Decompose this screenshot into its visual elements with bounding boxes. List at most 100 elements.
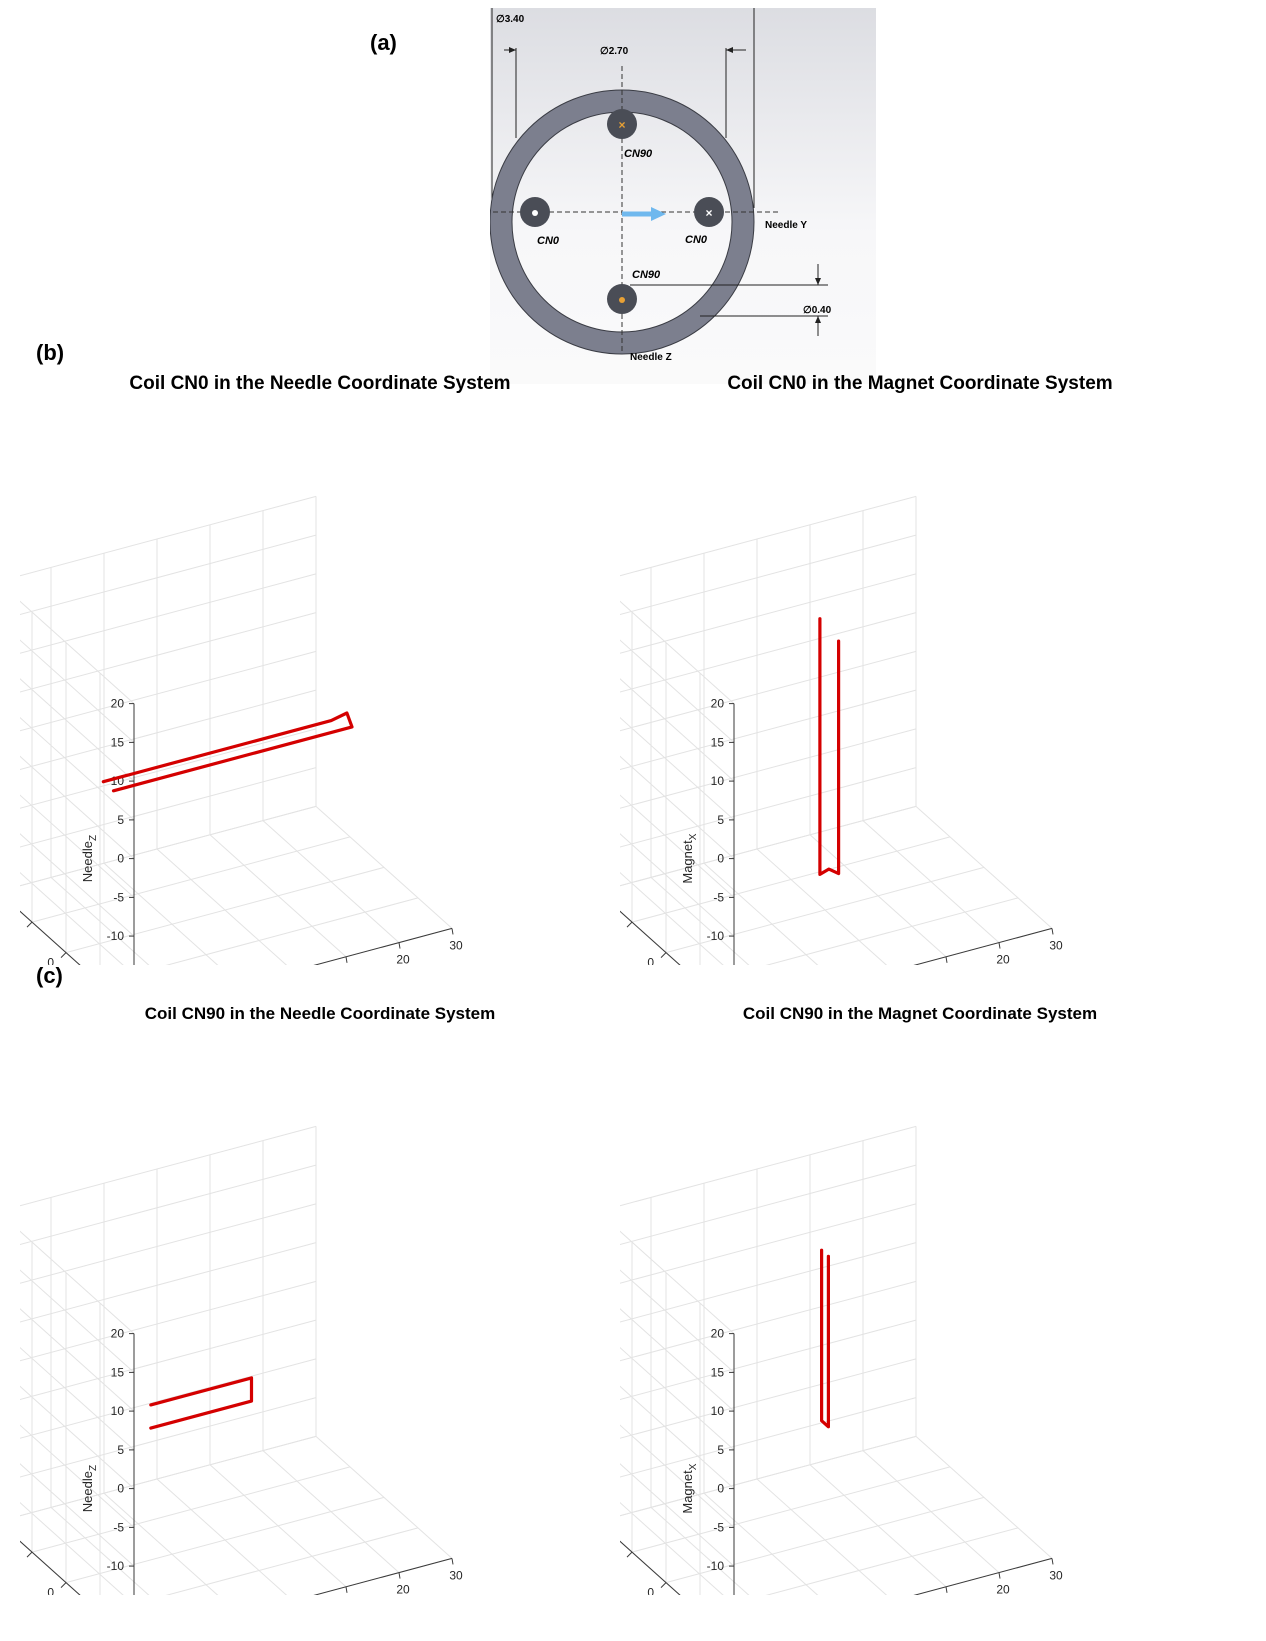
coil-cross-section-schematic: × × ∅3.40 ∅2.70 ∅0.40 CN90 CN0 CN0 CN90 …	[485, 8, 876, 384]
grid-line	[103, 862, 219, 965]
panel-b-label: (b)	[36, 340, 65, 365]
needle-y-axis-label: Needle Y	[765, 220, 807, 231]
grid-line	[20, 1501, 124, 1595]
grid-line	[20, 650, 317, 732]
outer-diameter-label: ∅3.40	[496, 14, 525, 25]
x-tick	[945, 1586, 948, 1593]
grid-line	[665, 866, 985, 954]
y-tick	[660, 952, 667, 958]
grid-line	[620, 805, 917, 887]
grid-line	[20, 716, 135, 821]
grid-line	[620, 689, 917, 771]
z-axis-title: MagnetX	[680, 1463, 699, 1513]
y-tick	[26, 1551, 33, 1558]
z-tick-label: 10	[711, 1404, 725, 1418]
grid-line	[31, 836, 351, 923]
grid-line	[631, 1466, 951, 1553]
grid-line	[620, 1501, 724, 1595]
grid-line	[20, 612, 317, 693]
z-tick-label: -10	[107, 1559, 125, 1573]
grid-line	[620, 1125, 917, 1207]
y-tick-label: 0	[647, 956, 654, 965]
grid-line	[20, 767, 317, 848]
z-tick-label: 5	[717, 813, 724, 827]
grid-line	[20, 534, 317, 616]
z-tick-label: 0	[717, 1482, 724, 1496]
z-tick-label: -10	[707, 929, 725, 943]
grid-line	[20, 755, 135, 859]
z-axis-title: NeedleZ	[80, 1465, 99, 1512]
y-tick	[660, 1582, 667, 1588]
z-axis-title-text: Needle	[80, 1471, 95, 1512]
x-tick-label: 30	[449, 938, 463, 952]
grid-line	[20, 1242, 317, 1323]
x-tick	[345, 1586, 348, 1593]
panel-c-label: (c)	[36, 963, 63, 988]
wire-dim-arrowhead-top	[815, 278, 821, 285]
z-tick-label: 20	[111, 1327, 125, 1341]
z-tick-label: -10	[707, 1559, 725, 1573]
x-tick	[398, 1572, 401, 1579]
grid-line	[703, 862, 819, 965]
grid-line	[620, 650, 917, 732]
wire-dim-arrowhead-bottom	[815, 316, 821, 323]
grid-line	[620, 1397, 917, 1478]
grid-line	[620, 1242, 917, 1323]
grid-line	[620, 1230, 735, 1334]
plot-cn90-needle: -20-15-10-505101520-20-1001020-30-20-100…	[20, 1004, 495, 1595]
x-tick	[451, 1558, 454, 1565]
grid-line	[620, 1435, 917, 1517]
z-tick-label: -10	[107, 929, 125, 943]
chart-title: Coil CN90 in the Magnet Coordinate Syste…	[743, 1004, 1097, 1023]
grid-line	[620, 600, 735, 704]
grid-line	[620, 612, 917, 693]
z-tick-label: 15	[711, 1365, 725, 1379]
inner-dim-arrowhead-left	[509, 47, 516, 53]
z-axis-title-text: Magnet	[680, 1470, 695, 1514]
grid-line	[20, 1346, 135, 1451]
grid-line	[620, 871, 724, 965]
grid-line	[665, 1496, 985, 1584]
grid-line	[620, 1424, 735, 1528]
z-axis-title: NeedleZ	[80, 835, 99, 882]
coil-trace	[820, 1248, 830, 1429]
grid-line	[20, 794, 135, 898]
grid-line	[20, 495, 317, 577]
z-tick-label: 10	[711, 774, 725, 788]
grid-line	[20, 639, 135, 743]
y-tick	[626, 921, 633, 928]
grid-line	[20, 728, 317, 809]
grid-line	[620, 1203, 917, 1284]
coil-bottom-dot-icon	[619, 297, 625, 303]
z-tick-label: 15	[711, 735, 725, 749]
grid-line	[20, 1397, 317, 1478]
x-tick-label: 20	[396, 953, 410, 965]
grid-line	[65, 866, 385, 954]
grid-line	[20, 1435, 317, 1517]
plot-cn0-needle: -20-15-10-505101520-20-1001020-30-20-100…	[20, 373, 511, 965]
x-tick-label: 30	[449, 1568, 463, 1582]
grid-line	[620, 833, 735, 937]
grid-line	[620, 1269, 735, 1373]
grid-line	[20, 1280, 317, 1362]
coil-right	[694, 197, 724, 227]
z-tick-label: 0	[117, 852, 124, 866]
grid-line	[620, 1319, 917, 1401]
grid-line	[620, 1385, 735, 1489]
grid-line	[620, 1346, 735, 1451]
x-tick	[998, 942, 1001, 949]
grid-line	[165, 1527, 419, 1595]
grid-line	[703, 1492, 819, 1595]
grid-line	[620, 1280, 917, 1362]
grid-line	[103, 1492, 219, 1595]
grid-line	[20, 678, 135, 782]
coil-trace	[818, 617, 841, 876]
inner-diameter-label: ∅2.70	[600, 46, 629, 57]
grid-line	[756, 848, 888, 965]
coil-right-cross-icon: ×	[705, 206, 712, 220]
grid-line	[620, 1435, 917, 1517]
panel-a-label: (a)	[370, 30, 397, 55]
coil-left-dot-icon	[532, 210, 538, 216]
grid-line	[765, 897, 1019, 965]
chart-title: Coil CN0 in the Magnet Coordinate System	[727, 373, 1112, 394]
